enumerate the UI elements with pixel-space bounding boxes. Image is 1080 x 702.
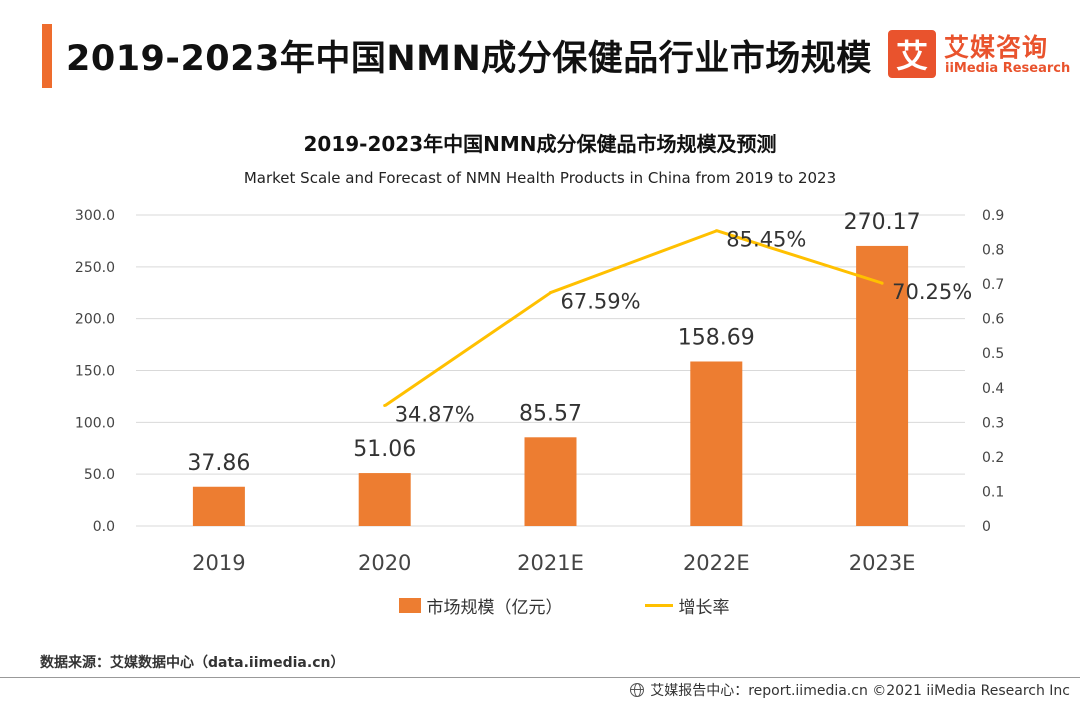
bar-value-label: 37.86 xyxy=(187,451,250,476)
y-left-tick-label: 100.0 xyxy=(75,415,115,431)
legend-line-swatch xyxy=(644,604,673,607)
y-right-tick-label: 0.8 xyxy=(982,243,1004,259)
y-right-tick-label: 0 xyxy=(982,519,991,535)
y-right-tick-label: 0.9 xyxy=(982,208,1004,224)
legend-bar-swatch xyxy=(398,598,421,613)
bar-value-label: 270.17 xyxy=(844,210,921,235)
footer: 艾媒报告中心：report.iimedia.cn ©2021 iiMedia R… xyxy=(630,680,1070,700)
legend-item-market-scale: 市场规模（亿元） xyxy=(398,593,563,618)
brand-logo: 艾 艾媒咨询 iiMedia Research xyxy=(888,30,1071,80)
growth-rate-line xyxy=(384,229,884,407)
bar-value-label: 85.57 xyxy=(519,401,582,426)
y-right-tick-label: 0.3 xyxy=(982,415,1004,431)
bar xyxy=(856,245,909,526)
logo-name-cn: 艾媒咨询 xyxy=(944,33,1049,62)
line-value-label: 34.87% xyxy=(395,403,475,427)
bar xyxy=(524,437,577,526)
page-title: 2019-2023年中国NMN成分保健品行业市场规模 xyxy=(66,39,872,79)
footer-divider xyxy=(0,677,1080,678)
bar xyxy=(358,473,411,526)
x-tick-label: 2019 xyxy=(192,551,245,575)
y-right-tick-label: 0.6 xyxy=(982,312,1004,328)
y-left-tick-label: 150.0 xyxy=(75,364,115,380)
bar xyxy=(690,361,743,526)
line-point xyxy=(549,290,552,294)
legend-item-growth-rate: 增长率 xyxy=(644,593,730,618)
x-tick-label: 2022E xyxy=(683,551,750,575)
bar xyxy=(192,486,245,526)
bar-value-label: 51.06 xyxy=(353,437,416,462)
logo-name-en: iiMedia Research xyxy=(945,61,1071,76)
y-right-tick-label: 0.2 xyxy=(982,450,1004,466)
x-tick-label: 2020 xyxy=(358,551,411,575)
line-value-label: 85.45% xyxy=(726,228,806,252)
legend-label-market-scale: 市场规模（亿元） xyxy=(426,598,563,618)
y-left-tick-label: 50.0 xyxy=(84,467,115,483)
data-source: 数据来源：艾媒数据中心（data.iimedia.cn） xyxy=(40,655,345,671)
bar-value-label: 158.69 xyxy=(678,325,755,350)
logo-mark: 艾 xyxy=(888,30,936,78)
y-right-tick-label: 0.4 xyxy=(982,381,1004,397)
globe-icon xyxy=(630,683,645,697)
x-tick-label: 2021E xyxy=(517,551,584,575)
line-point xyxy=(880,281,884,285)
line-value-label: 67.59% xyxy=(561,289,641,313)
y-right-tick-label: 0.5 xyxy=(982,346,1004,362)
title-accent-bar xyxy=(42,24,52,88)
y-left-tick-label: 250.0 xyxy=(75,260,115,276)
y-right-tick-label: 0.7 xyxy=(982,277,1004,293)
chart-subtitle: Market Scale and Forecast of NMN Health … xyxy=(243,169,837,187)
line-point xyxy=(383,404,387,408)
x-tick-label: 2023E xyxy=(849,551,916,575)
y-left-tick-label: 300.0 xyxy=(75,208,115,224)
chart-title: 2019-2023年中国NMN成分保健品市场规模及预测 xyxy=(303,132,777,156)
line-value-label: 70.25% xyxy=(892,280,972,304)
legend-label-growth-rate: 增长率 xyxy=(678,598,730,618)
y-right-tick-label: 0.1 xyxy=(982,484,1004,500)
line-point xyxy=(714,229,718,233)
y-left-tick-label: 0.0 xyxy=(93,519,115,535)
chart-legend: 市场规模（亿元） 增长率 xyxy=(0,593,1080,618)
footer-text: 艾媒报告中心：report.iimedia.cn ©2021 iiMedia R… xyxy=(650,683,1070,699)
y-left-tick-label: 200.0 xyxy=(75,312,115,328)
